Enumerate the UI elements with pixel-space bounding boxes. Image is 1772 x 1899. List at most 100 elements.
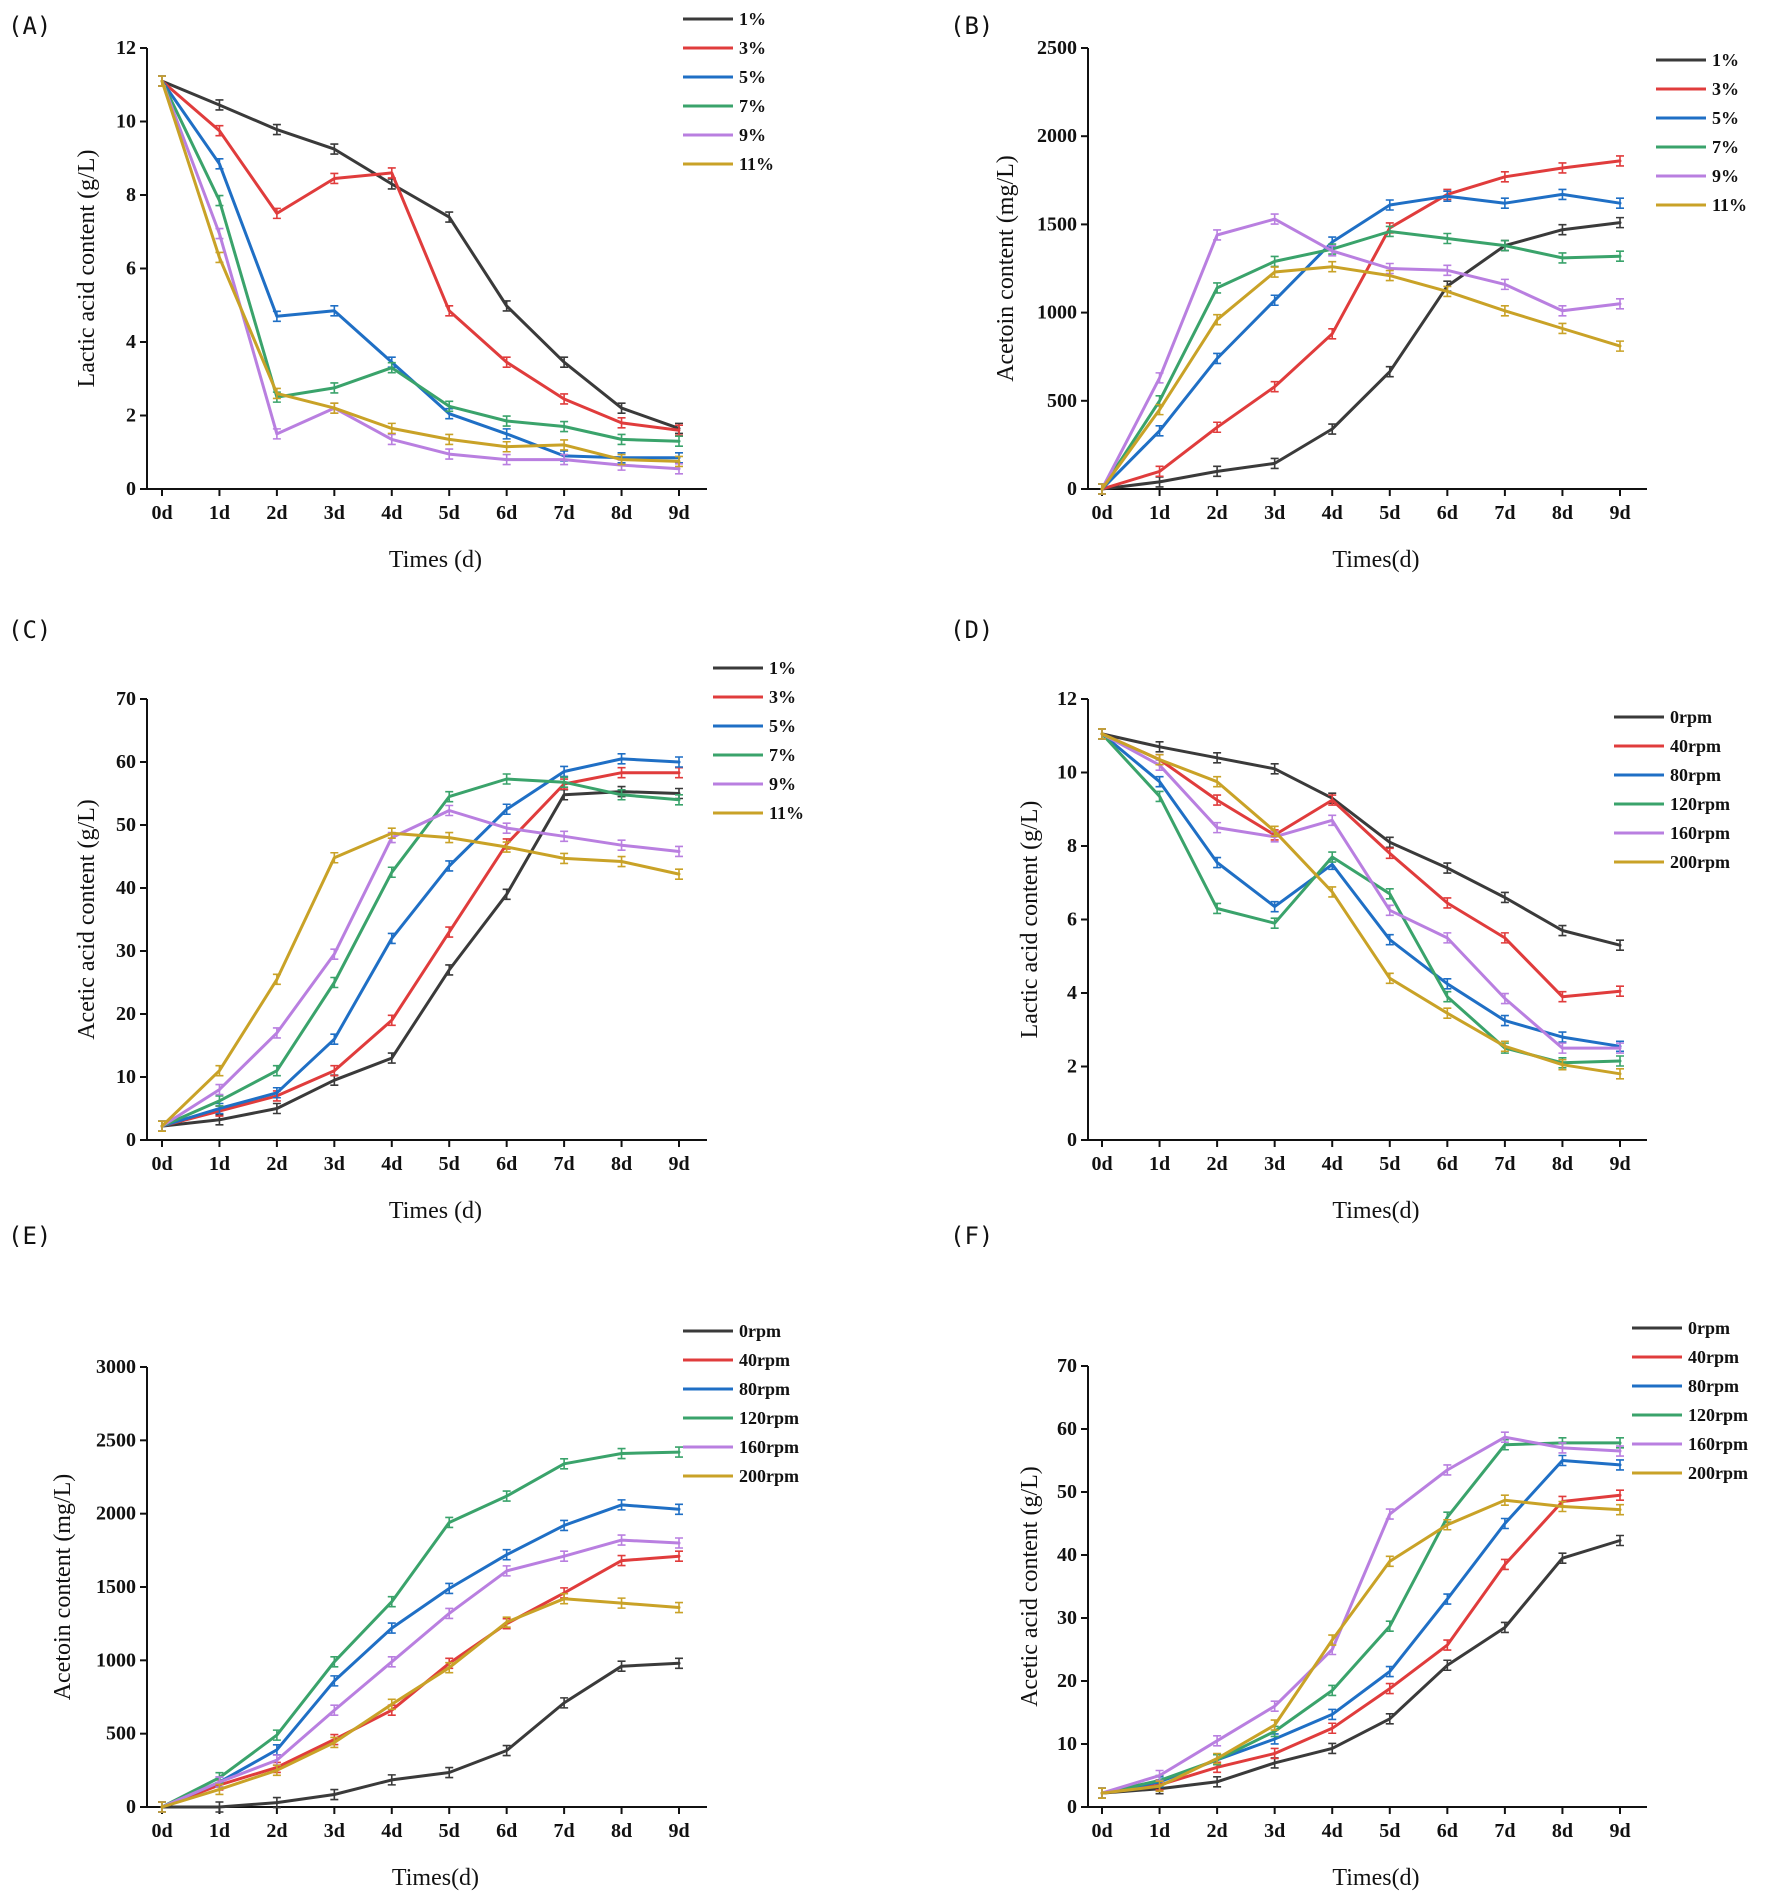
y-tick-label: 1000 — [1037, 302, 1077, 324]
data-point-error-bar — [330, 382, 339, 394]
legend-label: 7% — [769, 745, 796, 765]
series-line — [1100, 1493, 1622, 1795]
data-point-error-bar — [1155, 775, 1164, 788]
y-tick-label: 6 — [1067, 909, 1077, 931]
series-line — [1100, 732, 1622, 999]
data-point-error-bar — [387, 1052, 396, 1064]
data-point-error-bar — [1385, 269, 1394, 282]
series-line — [160, 79, 681, 471]
data-point-error-bar — [387, 1622, 396, 1634]
data-point-error-bar — [387, 167, 396, 179]
x-tick-label: 8d — [1552, 502, 1573, 524]
y-tick-label: 1500 — [1037, 213, 1077, 235]
series-line — [1100, 265, 1622, 491]
data-point-error-bar — [617, 1534, 626, 1546]
series-line — [160, 79, 681, 463]
data-point-error-bar — [1558, 990, 1567, 1003]
y-tick-label: 2000 — [96, 1503, 136, 1525]
legend-label: 160rpm — [1670, 823, 1730, 843]
x-tick-label: 9d — [668, 1153, 689, 1175]
data-point-error-bar — [1098, 1787, 1106, 1799]
series-group — [158, 75, 683, 436]
data-point-error-bar — [617, 1597, 626, 1609]
data-point-error-bar — [1270, 1700, 1279, 1712]
x-tick-label: 6d — [1437, 1153, 1458, 1175]
data-point-error-bar — [502, 1548, 511, 1561]
data-point-error-bar — [675, 1537, 683, 1549]
x-axis-title: Times(d) — [1332, 1198, 1419, 1224]
data-point-error-bar — [675, 1446, 683, 1458]
legend-label: 3% — [1712, 79, 1739, 99]
legend-label: 5% — [739, 67, 766, 87]
data-point-error-bar — [272, 387, 281, 400]
data-point-error-bar — [1328, 814, 1337, 827]
series-line — [1100, 732, 1622, 1050]
series-group — [1098, 155, 1624, 495]
series-group — [1098, 188, 1624, 495]
data-point-error-bar — [1616, 1445, 1624, 1457]
data-point-error-bar — [617, 1660, 626, 1672]
x-tick-label: 0d — [151, 1153, 172, 1175]
y-tick-label: 0 — [126, 1796, 136, 1818]
data-point-error-bar — [1385, 887, 1394, 900]
data-point-error-bar — [1616, 1489, 1624, 1501]
series-line — [160, 1503, 681, 1809]
data-point-error-bar — [1213, 1776, 1222, 1788]
data-point-error-bar — [1328, 1722, 1337, 1735]
data-point-error-bar — [1155, 424, 1164, 437]
data-point-error-bar — [1213, 465, 1222, 478]
y-tick-label: 40 — [116, 877, 136, 899]
x-tick-label: 1d — [1149, 1153, 1170, 1175]
data-point-error-bar — [617, 1554, 626, 1567]
panel-label: (F) — [950, 1222, 993, 1250]
series-line — [160, 771, 681, 1128]
data-point-error-bar — [1558, 1058, 1567, 1071]
series-line — [1100, 732, 1622, 1076]
data-point-error-bar — [1558, 924, 1567, 937]
data-point-error-bar — [1616, 250, 1624, 262]
data-point-error-bar — [617, 402, 626, 414]
y-tick-label: 40 — [1057, 1544, 1077, 1566]
y-tick-label: 1000 — [96, 1649, 136, 1671]
data-point-error-bar — [1443, 285, 1452, 298]
legend-label: 160rpm — [739, 1437, 799, 1457]
data-point-error-bar — [617, 766, 626, 779]
data-point-error-bar — [1443, 897, 1452, 909]
data-point-error-bar — [675, 1503, 683, 1516]
legend-label: 40rpm — [1688, 1347, 1739, 1367]
x-tick-label: 3d — [1264, 502, 1285, 524]
data-point-error-bar — [330, 976, 339, 989]
data-point-error-bar — [1328, 1684, 1337, 1697]
legend-label: 5% — [1712, 108, 1739, 128]
series-group — [1098, 1431, 1624, 1799]
data-point-error-bar — [1616, 1534, 1624, 1547]
series-line — [1100, 1498, 1622, 1795]
data-point-error-bar — [1443, 190, 1452, 202]
data-point-error-bar — [1270, 900, 1279, 913]
data-point-error-bar — [445, 926, 454, 938]
series-line — [1100, 159, 1622, 491]
data-point-error-bar — [1328, 886, 1337, 898]
data-point-error-bar — [1155, 1780, 1164, 1793]
legend-label: 120rpm — [739, 1408, 799, 1428]
legend-label: 200rpm — [1688, 1463, 1748, 1483]
data-point-error-bar — [617, 1499, 626, 1511]
data-point-error-bar — [272, 1796, 281, 1809]
series-group — [1098, 1437, 1624, 1799]
data-point-error-bar — [1500, 891, 1509, 904]
y-tick-label: 50 — [1057, 1481, 1077, 1503]
data-point-error-bar — [1443, 1593, 1452, 1605]
y-axis-title: Acetic acid content (g/L) — [1017, 1466, 1043, 1707]
data-point-error-bar — [617, 433, 626, 446]
data-point-error-bar — [1616, 340, 1624, 352]
x-tick-label: 5d — [1379, 1820, 1400, 1842]
data-point-error-bar — [445, 1516, 454, 1529]
data-point-error-bar — [560, 439, 569, 451]
data-point-error-bar — [215, 194, 224, 207]
data-point-error-bar — [675, 455, 683, 468]
data-point-error-bar — [445, 211, 454, 223]
data-point-error-bar — [617, 855, 626, 868]
data-point-error-bar — [272, 123, 281, 136]
data-point-error-bar — [1500, 197, 1509, 210]
data-point-error-bar — [675, 756, 683, 768]
